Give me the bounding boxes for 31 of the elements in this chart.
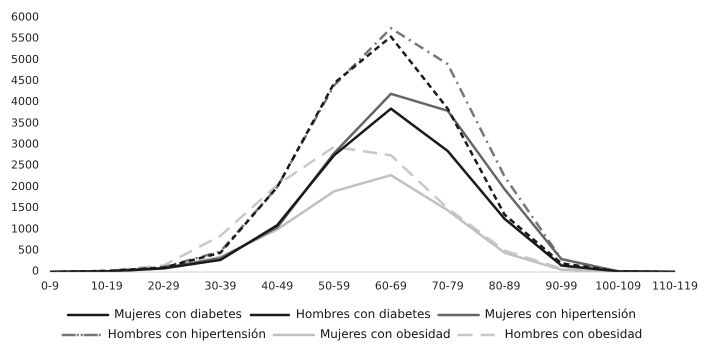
legend-label: Hombres con diabetes — [296, 307, 431, 322]
x-tick-label: 50-59 — [318, 279, 350, 292]
legend-label: Hombres con hipertensión — [108, 327, 266, 342]
x-tick-label: 70-79 — [432, 279, 464, 292]
y-tick-label: 5000 — [10, 52, 39, 66]
y-tick-label: 4500 — [10, 74, 39, 88]
x-tick-label: 10-19 — [90, 279, 123, 292]
y-tick-label: 0 — [32, 264, 39, 278]
y-tick-label: 5500 — [10, 32, 39, 45]
y-tick-label: 2000 — [10, 180, 39, 193]
x-tick-label: 110-119 — [652, 279, 698, 292]
legend-label: Hombres con obesidad — [504, 327, 642, 342]
y-tick-label: 500 — [18, 243, 39, 256]
x-tick-label: 20-29 — [148, 279, 180, 292]
y-tick-label: 2500 — [10, 158, 39, 172]
x-tick-label: 80-89 — [488, 279, 521, 292]
x-tick-label: 100-109 — [595, 279, 642, 292]
x-tick-label: 0-9 — [41, 279, 59, 292]
y-tick-label: 3000 — [10, 138, 39, 151]
y-tick-label: 1000 — [10, 222, 39, 236]
y-tick-label: 3500 — [10, 116, 39, 130]
legend-label: Mujeres con hipertensión — [484, 307, 636, 322]
legend-label: Mujeres con obesidad — [320, 327, 451, 342]
x-tick-label: 90-99 — [545, 279, 578, 292]
legend-label: Mujeres con diabetes — [114, 307, 242, 322]
x-tick-label: 30-39 — [204, 279, 236, 292]
x-tick-label: 60-69 — [374, 279, 407, 292]
y-tick-label: 6000 — [10, 10, 39, 24]
y-tick-label: 4000 — [10, 95, 39, 108]
y-tick-label: 1500 — [10, 201, 39, 214]
x-tick-label: 40-49 — [261, 279, 294, 292]
